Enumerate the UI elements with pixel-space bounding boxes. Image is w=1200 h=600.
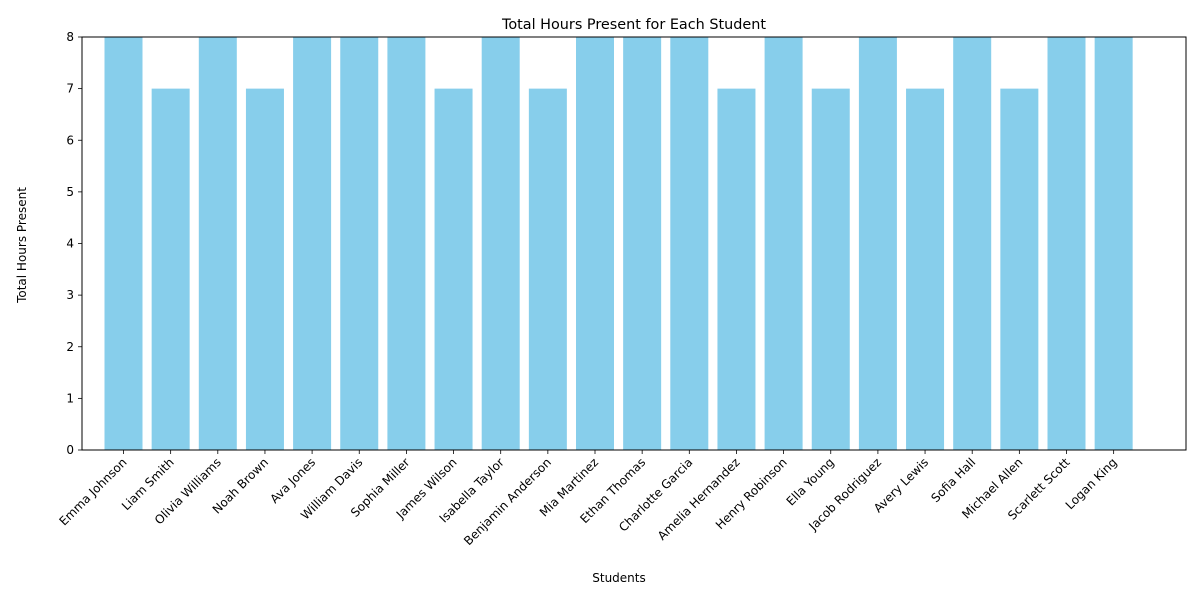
bar	[293, 37, 332, 450]
x-axis-label: Students	[592, 571, 646, 585]
y-tick-label: 7	[66, 82, 74, 96]
y-tick-label: 6	[66, 133, 74, 147]
plot-frame	[81, 36, 1187, 451]
bar	[1047, 37, 1086, 450]
chart-title: Total Hours Present for Each Student	[501, 17, 766, 33]
y-axis-ticks: 0 1 2 3 4 5 6 7 8	[66, 30, 82, 457]
bar	[623, 37, 662, 450]
bar	[387, 37, 426, 450]
y-tick-label: 2	[66, 340, 74, 354]
bar	[717, 88, 756, 451]
bar	[1000, 88, 1039, 451]
bar	[340, 37, 379, 450]
y-tick-label: 0	[66, 443, 74, 457]
bar	[906, 88, 945, 451]
bar	[953, 37, 992, 450]
y-tick-label: 8	[66, 30, 74, 44]
bar	[151, 88, 190, 451]
bar	[528, 88, 567, 451]
bar	[576, 37, 614, 450]
bar	[434, 88, 473, 451]
bar	[198, 37, 237, 450]
y-axis-label: Total Hours Present	[15, 187, 29, 304]
bar	[670, 37, 709, 450]
bar	[764, 37, 803, 450]
bar	[858, 37, 897, 450]
bar	[1094, 37, 1133, 450]
bar	[104, 37, 143, 450]
y-tick-label: 3	[66, 288, 74, 302]
bars-group	[104, 37, 1133, 451]
bar	[245, 88, 284, 451]
bar	[481, 37, 520, 450]
y-tick-label: 4	[66, 237, 74, 251]
bar	[811, 88, 850, 451]
y-tick-label: 1	[66, 391, 74, 405]
y-tick-label: 5	[66, 185, 74, 199]
